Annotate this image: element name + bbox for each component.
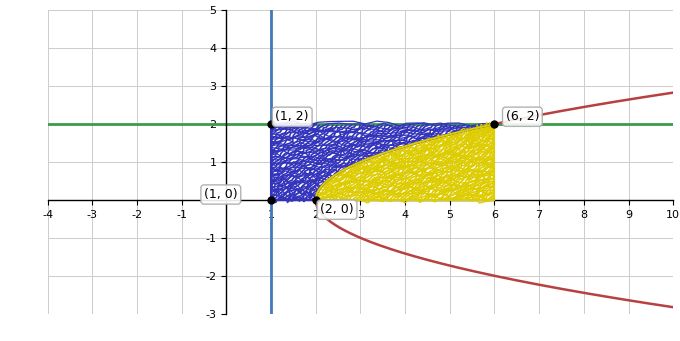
Text: (6, 2): (6, 2) [506, 110, 539, 123]
Text: (1, 2): (1, 2) [275, 110, 309, 123]
Text: (2, 0): (2, 0) [320, 203, 354, 216]
Text: (1, 0): (1, 0) [204, 188, 237, 201]
